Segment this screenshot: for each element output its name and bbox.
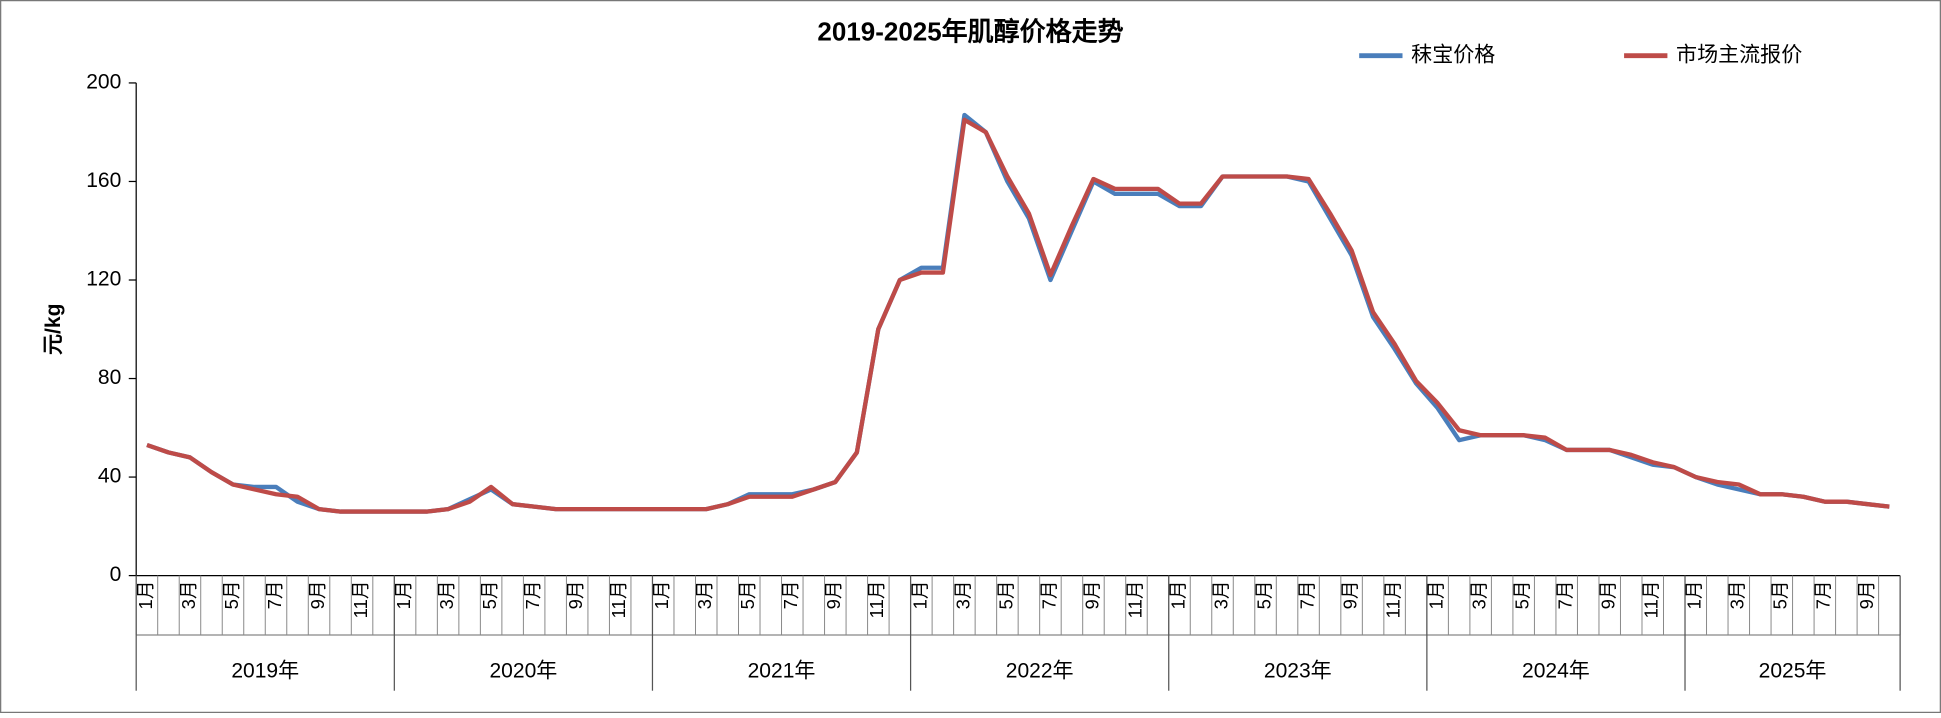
x-tick-label: 11月 xyxy=(866,581,887,619)
year-label: 2020年 xyxy=(489,659,557,683)
x-tick-label: 9月 xyxy=(823,581,844,610)
x-tick-label: 9月 xyxy=(307,581,328,610)
legend-label: 秣宝价格 xyxy=(1411,42,1495,66)
x-tick-label: 1月 xyxy=(909,581,930,610)
y-tick-label: 80 xyxy=(98,366,121,389)
x-tick-label: 3月 xyxy=(436,581,457,610)
year-label: 2021年 xyxy=(748,659,816,683)
x-tick-label: 9月 xyxy=(1339,581,1360,610)
y-axis-label: 元/kg xyxy=(42,304,65,355)
x-tick-label: 5月 xyxy=(1512,581,1533,610)
x-tick-label: 3月 xyxy=(178,581,199,610)
x-tick-label: 7月 xyxy=(264,581,285,610)
x-tick-label: 5月 xyxy=(479,581,500,610)
x-tick-label: 1月 xyxy=(651,581,672,610)
x-tick-label: 5月 xyxy=(221,581,242,610)
x-tick-label: 5月 xyxy=(1770,581,1791,610)
series-line xyxy=(146,117,1890,514)
x-tick-label: 7月 xyxy=(1813,581,1834,610)
x-tick-label: 11月 xyxy=(1124,581,1145,619)
x-tick-label: 1月 xyxy=(1167,581,1188,610)
x-tick-label: 11月 xyxy=(1641,581,1662,619)
y-tick-label: 160 xyxy=(86,169,121,192)
year-label: 2023年 xyxy=(1264,659,1332,683)
x-tick-label: 1月 xyxy=(1426,581,1447,610)
x-tick-label: 7月 xyxy=(1038,581,1059,610)
x-tick-label: 7月 xyxy=(1296,581,1317,610)
legend-label: 市场主流报价 xyxy=(1676,42,1802,66)
x-tick-label: 9月 xyxy=(1856,581,1877,610)
x-tick-label: 7月 xyxy=(780,581,801,610)
x-tick-label: 11月 xyxy=(350,581,371,619)
year-label: 2025年 xyxy=(1759,659,1827,683)
x-tick-label: 5月 xyxy=(1253,581,1274,610)
x-tick-label: 3月 xyxy=(952,581,973,610)
x-tick-label: 7月 xyxy=(522,581,543,610)
x-tick-label: 11月 xyxy=(1383,581,1404,619)
y-tick-label: 40 xyxy=(98,465,121,488)
x-tick-label: 1月 xyxy=(135,581,156,610)
x-tick-label: 1月 xyxy=(1684,581,1705,610)
x-tick-label: 1月 xyxy=(393,581,414,610)
x-tick-label: 3月 xyxy=(694,581,715,610)
year-label: 2019年 xyxy=(231,659,299,683)
x-tick-label: 5月 xyxy=(995,581,1016,610)
x-tick-label: 9月 xyxy=(1598,581,1619,610)
x-tick-label: 3月 xyxy=(1727,581,1748,610)
year-label: 2022年 xyxy=(1006,659,1074,683)
y-tick-label: 120 xyxy=(86,268,121,291)
x-tick-label: 3月 xyxy=(1210,581,1231,610)
x-tick-label: 5月 xyxy=(737,581,758,610)
x-tick-label: 9月 xyxy=(1081,581,1102,610)
y-tick-label: 0 xyxy=(110,563,122,586)
year-label: 2024年 xyxy=(1522,659,1590,683)
x-tick-label: 3月 xyxy=(1469,581,1490,610)
x-tick-label: 9月 xyxy=(565,581,586,610)
y-tick-label: 200 xyxy=(86,70,121,93)
chart-title: 2019-2025年肌醇价格走势 xyxy=(817,16,1123,46)
x-tick-label: 7月 xyxy=(1555,581,1576,610)
x-tick-label: 11月 xyxy=(608,581,629,619)
